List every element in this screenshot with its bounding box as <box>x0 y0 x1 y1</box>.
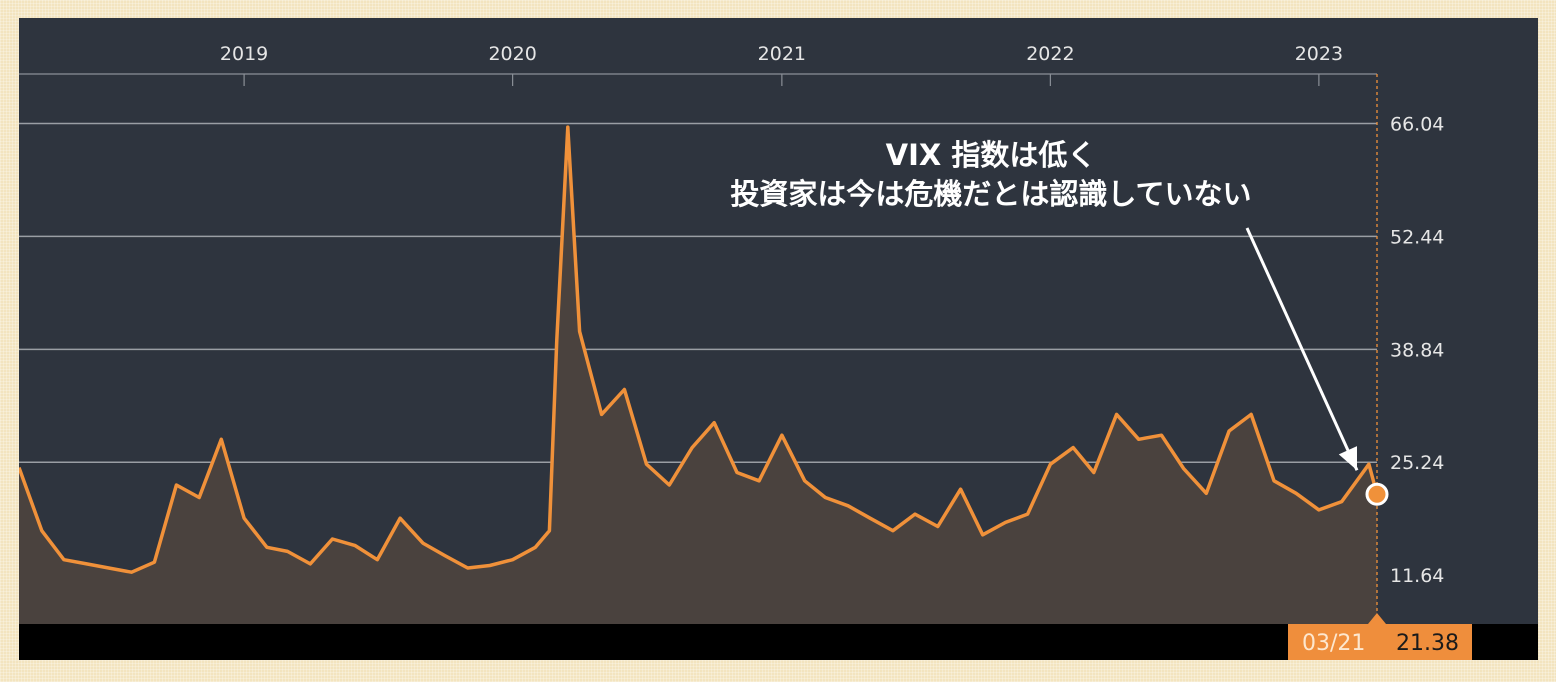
annotation-line-2: 投資家は今は危機だとは認識していない <box>730 177 1251 211</box>
vix-chart: 11.64 25.24 38.84 52.44 66.04 2019 2020 2021 202… <box>19 43 1538 660</box>
annotation-line-1: VIX 指数は低く <box>886 138 1097 172</box>
x-tick-label: 2023 <box>1295 43 1343 65</box>
bottom-band <box>19 624 1538 660</box>
x-tick-label: 2021 <box>758 43 806 65</box>
y-tick-label: 11.64 <box>1390 565 1444 587</box>
vix-chart-panel: 11.64 25.24 38.84 52.44 66.04 2019 2020 2021 202… <box>19 18 1538 660</box>
crosshair-marker <box>1368 613 1386 624</box>
series-area <box>19 127 1377 624</box>
series-line <box>19 125 1379 574</box>
readout-date: 03/21 <box>1302 631 1365 656</box>
readout-box <box>1288 624 1472 660</box>
y-tick-label: 38.84 <box>1390 339 1444 361</box>
x-tick-label: 2019 <box>220 43 268 65</box>
annotation-arrow-shaft <box>1245 227 1359 471</box>
x-tick-label: 2022 <box>1026 43 1074 65</box>
y-tick-label: 25.24 <box>1390 452 1444 474</box>
x-tick-label: 2020 <box>488 43 536 65</box>
annotation-arrow-head <box>1338 446 1358 471</box>
last-value-marker <box>1365 482 1389 506</box>
y-tick-label: 66.04 <box>1390 113 1444 135</box>
readout-value: 21.38 <box>1396 631 1459 656</box>
y-tick-label: 52.44 <box>1390 226 1444 248</box>
